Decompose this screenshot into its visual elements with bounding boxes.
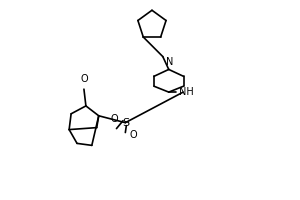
Text: O: O — [129, 130, 137, 140]
Text: NH: NH — [178, 87, 193, 97]
Text: N: N — [166, 57, 173, 67]
Text: O: O — [80, 74, 88, 84]
Text: S: S — [122, 118, 129, 128]
Text: O: O — [111, 114, 118, 124]
